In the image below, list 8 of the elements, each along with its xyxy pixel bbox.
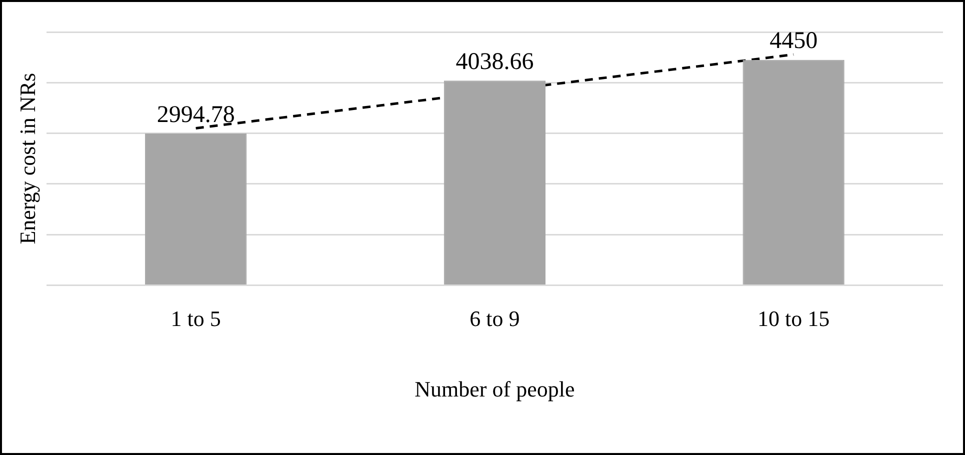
y-axis-title: Energy cost in NRs: [14, 72, 40, 244]
x-tick-label: 10 to 15: [758, 306, 830, 332]
x-axis-title: Number of people: [414, 376, 575, 402]
data-label: 2994.78: [156, 102, 235, 128]
data-label: 4450: [770, 28, 818, 54]
x-tick-label: 1 to 5: [170, 306, 221, 332]
data-label: 4038.66: [456, 48, 534, 75]
x-tick-label: 6 to 9: [470, 306, 520, 332]
